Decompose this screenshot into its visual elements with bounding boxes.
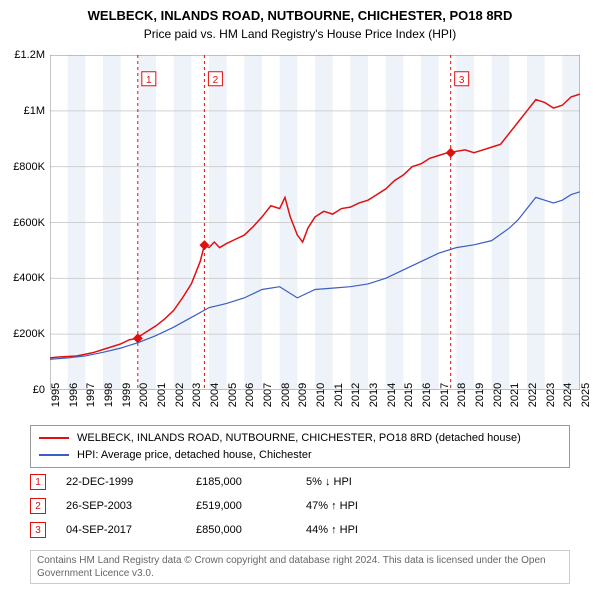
marker-date: 04-SEP-2017 (66, 524, 176, 536)
marker-badge: 1 (30, 474, 46, 490)
marker-date: 26-SEP-2003 (66, 500, 176, 512)
y-axis-label: £0 (0, 384, 45, 396)
x-axis-label: 1996 (68, 383, 80, 407)
marker-row: 3 04-SEP-2017 £850,000 44% ↑ HPI (30, 518, 570, 542)
marker-badge: 2 (30, 498, 46, 514)
marker-row: 1 22-DEC-1999 £185,000 5% ↓ HPI (30, 470, 570, 494)
x-axis-label: 2006 (244, 383, 256, 407)
x-axis-label: 2003 (191, 383, 203, 407)
plot-svg: 1 2 3 (50, 55, 580, 390)
x-axis-label: 2000 (138, 383, 150, 407)
marker-pct: 44% ↑ HPI (306, 524, 426, 536)
marker-date: 22-DEC-1999 (66, 476, 176, 488)
marker-pct: 5% ↓ HPI (306, 476, 426, 488)
x-axis-label: 2002 (174, 383, 186, 407)
chart-area: 123 £0£200K£400K£600K£800K£1M£1.2M199519… (50, 55, 580, 390)
legend-swatch (39, 454, 69, 456)
x-axis-label: 2025 (580, 383, 592, 407)
x-axis-label: 1999 (121, 383, 133, 407)
x-axis-label: 2009 (297, 383, 309, 407)
y-axis-label: £800K (0, 161, 45, 173)
x-axis-label: 2024 (562, 383, 574, 407)
y-axis-label: £1.2M (0, 49, 45, 61)
marker-price: £850,000 (196, 524, 286, 536)
marker-price: £185,000 (196, 476, 286, 488)
legend-swatch (39, 437, 69, 439)
marker-table: 1 22-DEC-1999 £185,000 5% ↓ HPI 2 26-SEP-2003… (30, 470, 570, 542)
y-axis-label: £200K (0, 328, 45, 340)
x-axis-label: 2018 (456, 383, 468, 407)
chart-container: WELBECK, INLANDS ROAD, NUTBOURNE, CHICHE… (0, 0, 600, 590)
marker-price: £519,000 (196, 500, 286, 512)
x-axis-label: 2012 (350, 383, 362, 407)
x-axis-label: 2001 (156, 383, 168, 407)
x-axis-label: 2004 (209, 383, 221, 407)
legend-label: WELBECK, INLANDS ROAD, NUTBOURNE, CHICHE… (77, 430, 521, 447)
x-axis-label: 2019 (474, 383, 486, 407)
x-axis-label: 2016 (421, 383, 433, 407)
y-axis-label: £1M (0, 105, 45, 117)
x-axis-label: 2020 (492, 383, 504, 407)
x-axis-label: 2017 (439, 383, 451, 407)
attribution-text: Contains HM Land Registry data © Crown c… (30, 550, 570, 584)
svg-text:3: 3 (459, 75, 465, 86)
x-axis-label: 2005 (227, 383, 239, 407)
chart-title: WELBECK, INLANDS ROAD, NUTBOURNE, CHICHE… (0, 0, 600, 25)
x-axis-label: 2014 (386, 383, 398, 407)
marker-row: 2 26-SEP-2003 £519,000 47% ↑ HPI (30, 494, 570, 518)
legend-label: HPI: Average price, detached house, Chic… (77, 447, 312, 464)
legend-box: WELBECK, INLANDS ROAD, NUTBOURNE, CHICHE… (30, 425, 570, 468)
x-axis-label: 2022 (527, 383, 539, 407)
x-axis-label: 2008 (280, 383, 292, 407)
svg-text:1: 1 (146, 75, 152, 86)
x-axis-label: 2013 (368, 383, 380, 407)
marker-badge: 3 (30, 522, 46, 538)
y-axis-label: £600K (0, 217, 45, 229)
x-axis-label: 1995 (50, 383, 62, 407)
x-axis-label: 2011 (333, 383, 345, 407)
svg-text:2: 2 (213, 75, 219, 86)
x-axis-label: 1997 (85, 383, 97, 407)
x-axis-label: 2015 (403, 383, 415, 407)
marker-pct: 47% ↑ HPI (306, 500, 426, 512)
x-axis-label: 2007 (262, 383, 274, 407)
x-axis-label: 2021 (509, 383, 521, 407)
x-axis-label: 2023 (545, 383, 557, 407)
legend-item: WELBECK, INLANDS ROAD, NUTBOURNE, CHICHE… (39, 430, 561, 447)
legend-item: HPI: Average price, detached house, Chic… (39, 447, 561, 464)
x-axis-label: 2010 (315, 383, 327, 407)
y-axis-label: £400K (0, 272, 45, 284)
chart-subtitle: Price paid vs. HM Land Registry's House … (0, 25, 600, 41)
x-axis-label: 1998 (103, 383, 115, 407)
